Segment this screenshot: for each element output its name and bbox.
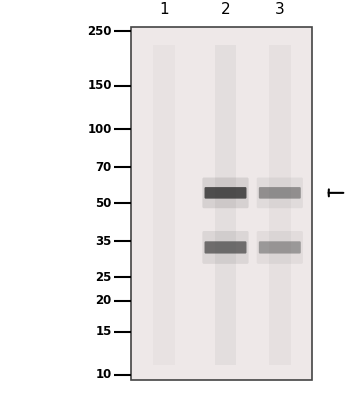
Bar (215, 45, 236, 365)
FancyBboxPatch shape (204, 187, 246, 199)
Text: 25: 25 (95, 270, 112, 284)
Text: 35: 35 (95, 235, 112, 248)
Text: 1: 1 (159, 2, 169, 17)
Text: 2: 2 (221, 2, 230, 17)
FancyBboxPatch shape (259, 187, 301, 199)
FancyBboxPatch shape (257, 178, 303, 208)
Text: 10: 10 (95, 368, 112, 382)
Bar (131, 27, 312, 380)
FancyBboxPatch shape (204, 241, 246, 254)
Text: 250: 250 (87, 25, 112, 38)
Bar (269, 45, 291, 365)
Text: 3: 3 (275, 2, 285, 17)
Text: 100: 100 (87, 122, 112, 136)
Text: 150: 150 (87, 79, 112, 92)
Text: 50: 50 (95, 196, 112, 210)
FancyBboxPatch shape (259, 241, 301, 254)
FancyBboxPatch shape (202, 231, 248, 264)
Bar (153, 45, 175, 365)
FancyBboxPatch shape (202, 178, 248, 208)
Text: 20: 20 (95, 294, 112, 308)
Text: 15: 15 (95, 325, 112, 338)
Text: 70: 70 (95, 161, 112, 174)
FancyBboxPatch shape (257, 231, 303, 264)
